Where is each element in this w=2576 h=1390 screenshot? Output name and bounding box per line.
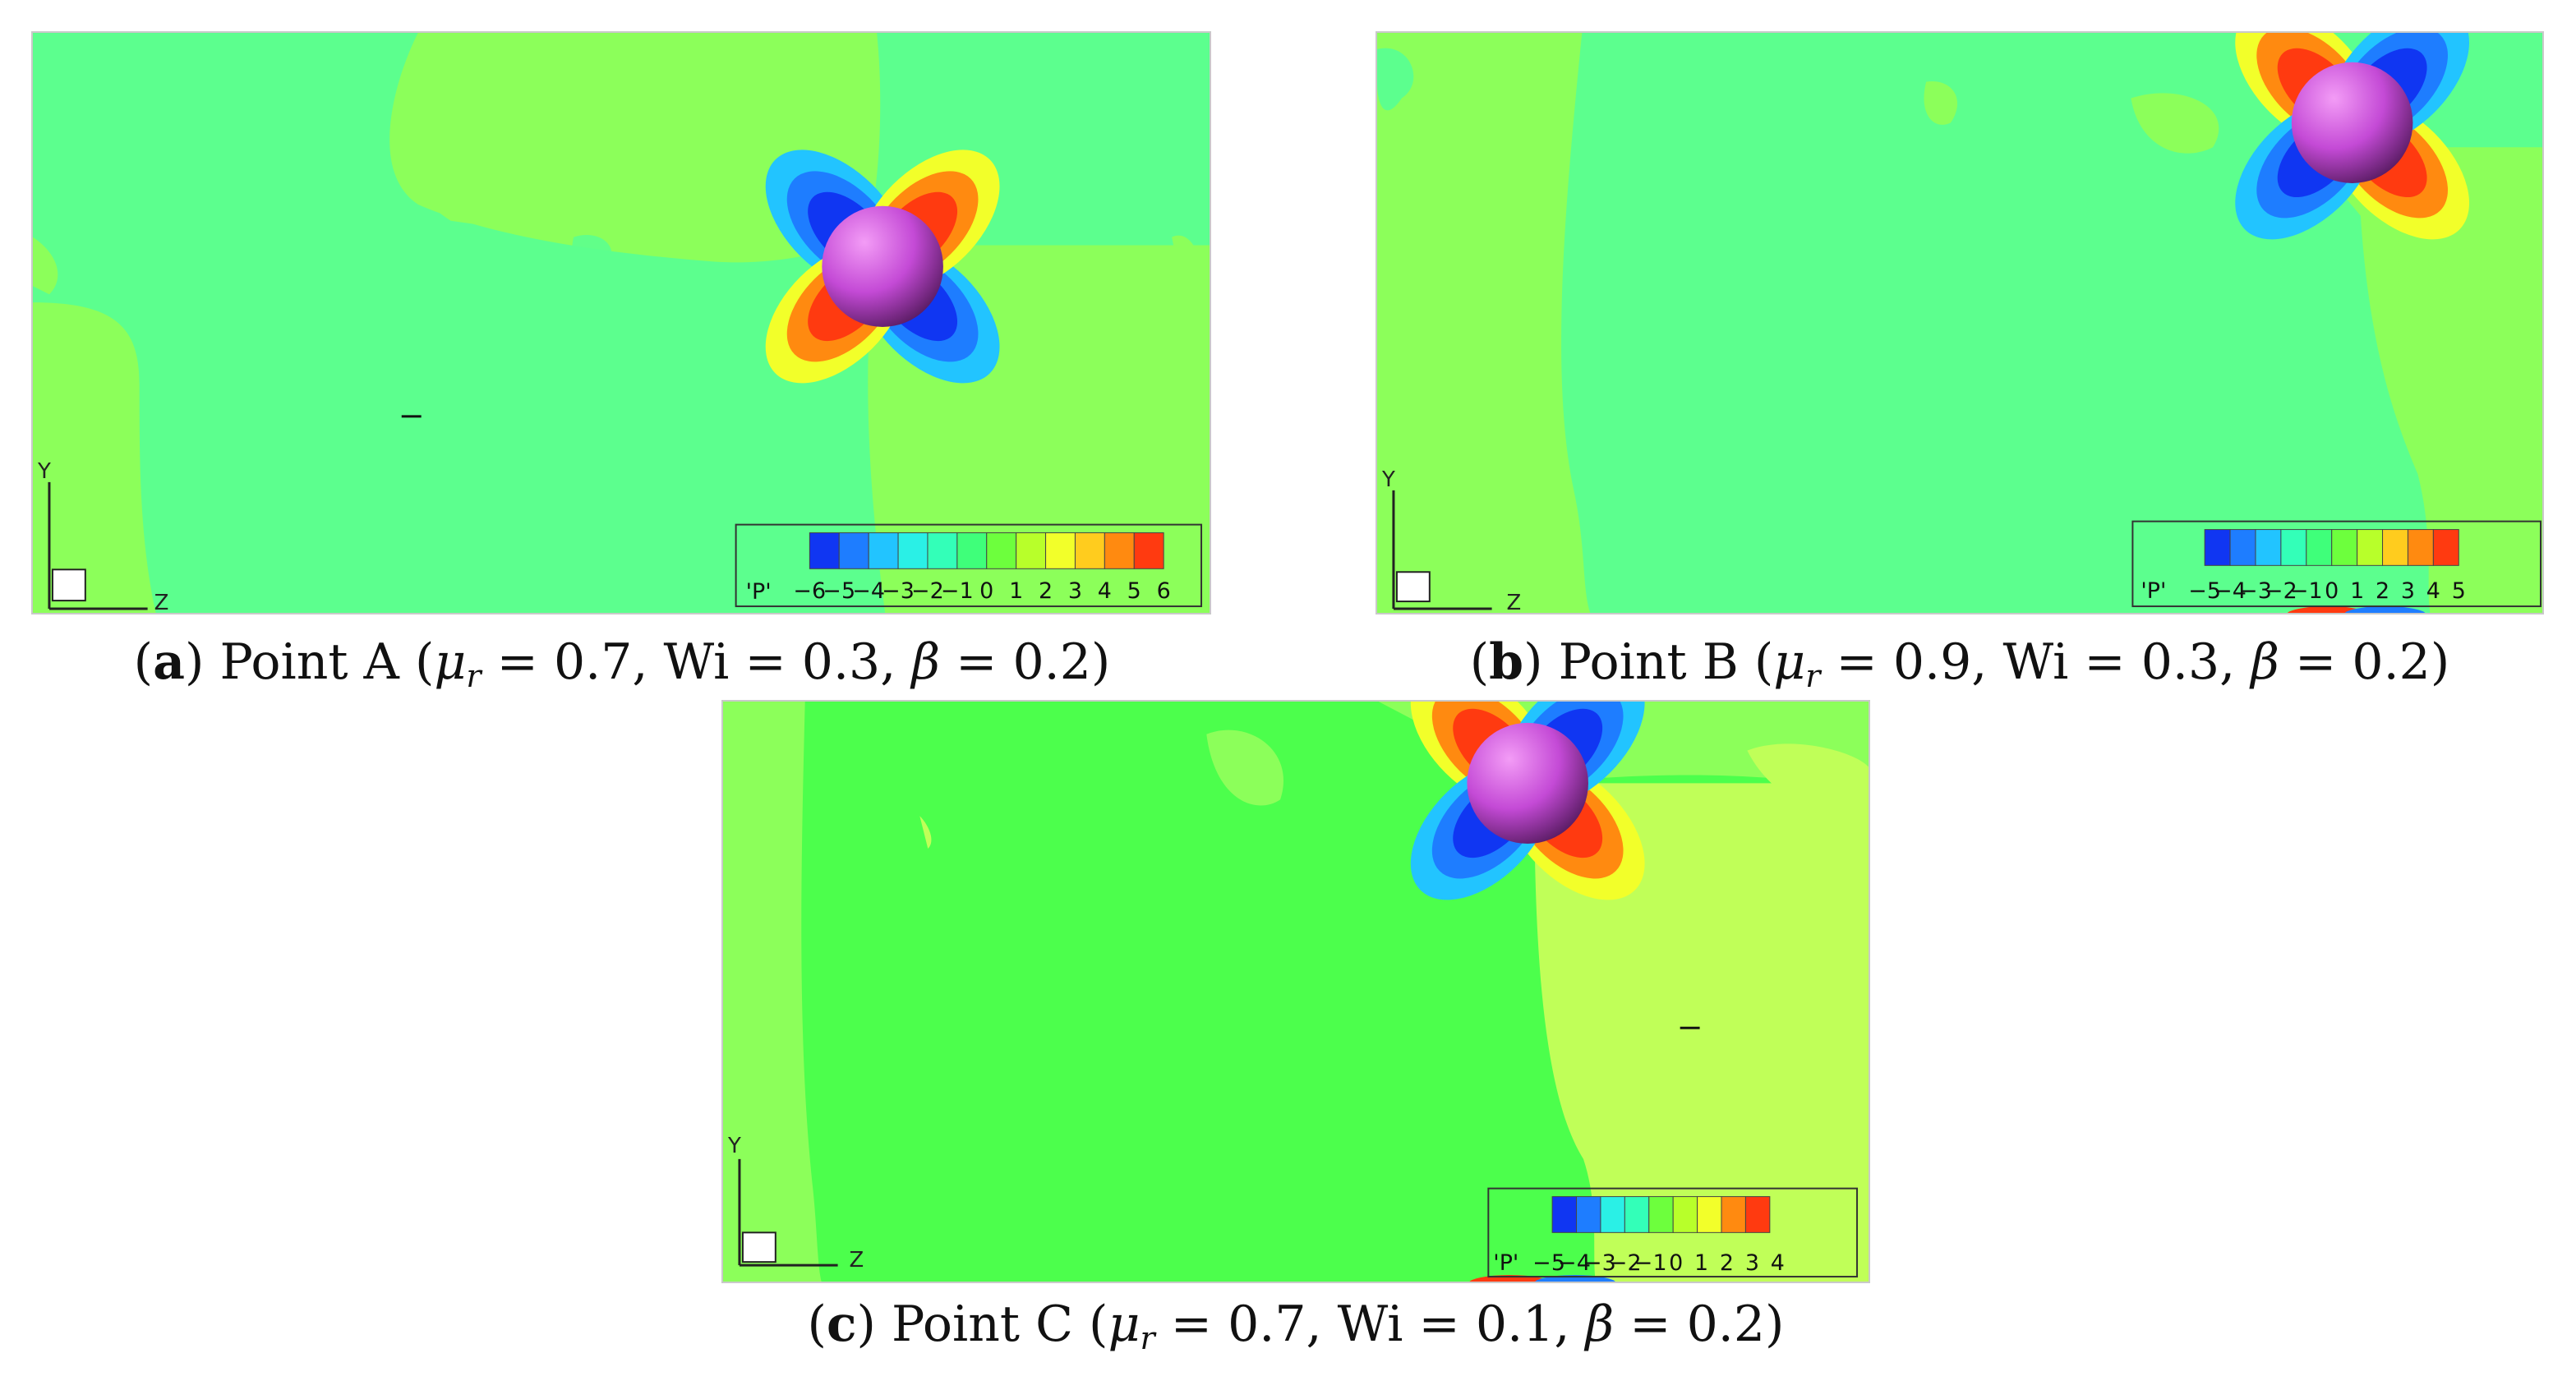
z-axis-label-c: Z [850, 1248, 864, 1273]
legend-tick-label: 1 [1694, 1250, 1708, 1276]
legend-swatch [2306, 529, 2333, 566]
contour-svg-b: Y Z 'P' −5−4−3−2−1 0 1 2 3 4 5 [1377, 33, 2542, 613]
legend-tick-label: 3 [2401, 578, 2415, 604]
legend-tick-label: −5 [823, 578, 855, 604]
legend-tick-label: −1 [941, 578, 974, 604]
legend-tick-label: −2 [911, 578, 944, 604]
legend-tick-label: 2 [1039, 578, 1053, 604]
contour-svg-a: Y Z 'P' −6−5−4−3−2−1 0 1 2 3 4 5 6 [33, 33, 1210, 613]
legend-swatch [1133, 532, 1164, 569]
legend-variable-b: 'P' [2141, 578, 2166, 604]
legend-tick-label: 0 [1669, 1250, 1683, 1276]
legend-tick-label: −4 [852, 578, 885, 604]
axis-triad-c: Y Z [727, 1134, 864, 1273]
legend-swatch [2229, 529, 2256, 566]
legend-swatch [1721, 1196, 1746, 1233]
legend-tick-label: −5 [2188, 578, 2221, 604]
legend-swatch [2382, 529, 2408, 566]
legend-tick-label: 4 [2426, 578, 2440, 604]
legend-tick-label: 6 [1157, 578, 1171, 604]
color-legend-a: 'P' −6−5−4−3−2−1 0 1 2 3 4 5 6 [735, 523, 1203, 608]
legend-tick-label: −1 [2290, 578, 2323, 604]
z-axis-label-b: Z [1507, 591, 1522, 613]
legend-tick-label: −4 [2214, 578, 2247, 604]
legend-swatch [2432, 529, 2459, 566]
legend-swatch [1551, 1196, 1578, 1233]
legend-swatch [2407, 529, 2434, 566]
legend-tick-label: 5 [1127, 578, 1141, 604]
legend-swatch [897, 532, 929, 569]
legend-swatch [956, 532, 988, 569]
legend-swatch [1648, 1196, 1674, 1233]
axis-triad-a: Y Z [37, 459, 168, 613]
color-legend-c: 'P' −5−4−3−2−1 0 1 2 3 4 [1487, 1187, 1859, 1278]
legend-swatch [986, 532, 1017, 569]
legend-tick-label: 0 [979, 578, 993, 604]
sphere-c [1467, 722, 1588, 845]
legend-swatch [1074, 532, 1105, 569]
legend-tick-label: 1 [1009, 578, 1023, 604]
caption-c: (c) Point C (μr = 0.7, Wi = 0.1, β = 0.2… [807, 1296, 1785, 1356]
sphere-b [2291, 62, 2413, 183]
legend-swatch [2357, 529, 2384, 566]
legend-tick-label: −4 [1558, 1250, 1591, 1276]
axis-triad-b: Y Z [1381, 467, 1521, 613]
legend-swatch [838, 532, 869, 569]
legend-swatch [2331, 529, 2358, 566]
legend-swatch [2204, 529, 2231, 566]
contour-svg-c: Y Z 'P' −5−4−3−2−1 0 1 2 3 4 [723, 702, 1869, 1282]
legend-swatch [927, 532, 958, 569]
legend-tick-label: −2 [2265, 578, 2297, 604]
legend-tick-label: −3 [882, 578, 915, 604]
legend-swatch [1672, 1196, 1698, 1233]
legend-tick-label: 4 [1771, 1250, 1785, 1276]
legend-swatch [2280, 529, 2307, 566]
legend-swatch [1624, 1196, 1650, 1233]
legend-swatch [809, 532, 840, 569]
legend-swatch [1600, 1196, 1625, 1233]
legend-swatch [1697, 1196, 1722, 1233]
legend-tick-label: 4 [1098, 578, 1112, 604]
z-axis-label-a: Z [154, 591, 169, 613]
legend-tick-label: 5 [2452, 578, 2466, 604]
legend-swatch [1016, 532, 1047, 569]
legend-tick-label: −2 [1609, 1250, 1642, 1276]
contour-plot-c: Y Z 'P' −5 −4 −3 −2 −1 0 1 2 3 4 [721, 700, 1870, 1283]
legend-tick-label: 2 [1720, 1250, 1734, 1276]
legend-tick-label: −5 [1532, 1250, 1565, 1276]
legend-variable-c: 'P' [1493, 1250, 1518, 1276]
legend-tick-label: 1 [2350, 578, 2364, 604]
y-axis-label-a: Y [37, 459, 51, 484]
caption-b: (b) Point B (μr = 0.9, Wi = 0.3, β = 0.2… [1469, 633, 2450, 694]
legend-swatch [1104, 532, 1135, 569]
legend-tick-label: −6 [794, 578, 827, 604]
legend-swatch [868, 532, 899, 569]
y-axis-label-b: Y [1381, 467, 1395, 492]
legend-tick-label: 3 [1068, 578, 1082, 604]
legend-variable-a: 'P' [746, 579, 772, 605]
y-axis-label-c: Y [727, 1134, 741, 1158]
legend-tick-label: −3 [1583, 1250, 1616, 1276]
legend-swatch [2255, 529, 2282, 566]
pressure-lobes-c [1410, 702, 1645, 900]
contour-plot-b: Y Z 'P' −5 −4 −3 −2 −1 0 1 2 3 4 5 [1376, 31, 2544, 614]
legend-swatch [1576, 1196, 1601, 1233]
sphere-a [822, 205, 943, 327]
legend-tick-label: 0 [2325, 578, 2339, 604]
caption-a: (a) Point A (μr = 0.7, Wi = 0.3, β = 0.2… [133, 633, 1111, 694]
legend-swatch [1045, 532, 1076, 569]
legend-tick-label: 2 [2376, 578, 2389, 604]
contour-plot-a: Y Z 'P' −6 −5 −4 −3 −2 −1 0 1 2 3 4 5 6 [31, 31, 1211, 614]
legend-tick-label: −1 [1634, 1250, 1667, 1276]
legend-swatch [1744, 1196, 1771, 1233]
color-legend-b: 'P' −5−4−3−2−1 0 1 2 3 4 5 [2131, 520, 2542, 608]
legend-tick-label: −3 [2239, 578, 2272, 604]
legend-tick-label: 3 [1745, 1250, 1759, 1276]
